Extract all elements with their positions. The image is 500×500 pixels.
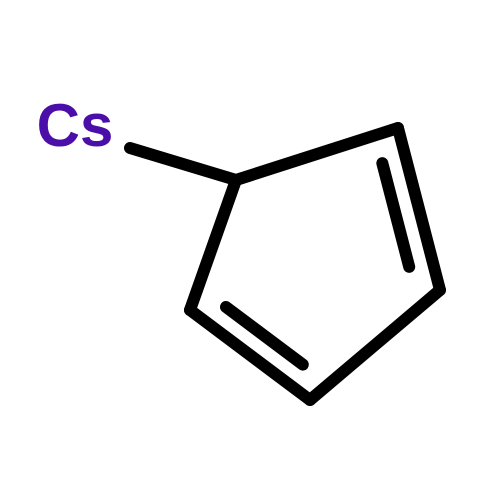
bond-line [130,148,236,180]
bond-line [226,307,303,365]
bond-line [236,128,398,180]
bond-line [190,180,236,310]
bond-line [310,290,440,400]
atom-label-cs: Cs [37,92,114,159]
molecule-diagram: Cs [0,0,500,500]
